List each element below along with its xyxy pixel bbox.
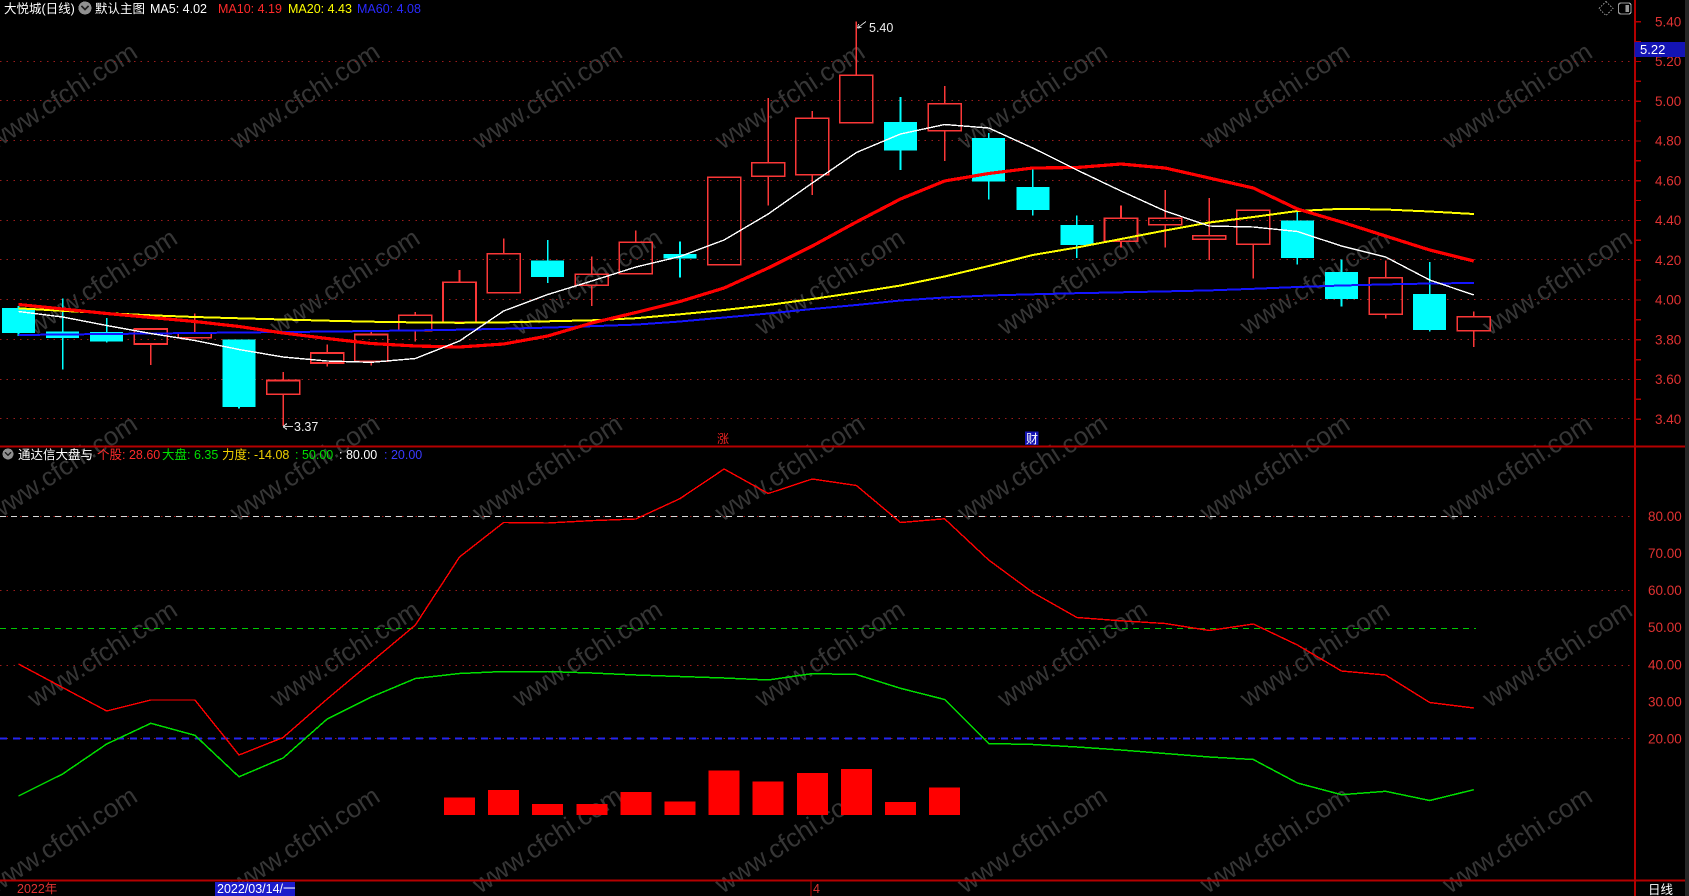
svg-text:4.60: 4.60 <box>1655 173 1681 188</box>
svg-text:30.00: 30.00 <box>1648 695 1682 710</box>
svg-text:MA5: 4.02: MA5: 4.02 <box>150 2 207 16</box>
svg-text:力度: -14.08: 力度: -14.08 <box>222 447 289 462</box>
svg-text:大盘: 6.35: 大盘: 6.35 <box>162 447 218 462</box>
svg-text:MA10: 4.19: MA10: 4.19 <box>218 2 282 16</box>
svg-text:通达信大盘与: 通达信大盘与 <box>18 447 93 462</box>
svg-text:2022年: 2022年 <box>17 882 57 896</box>
svg-text:5.20: 5.20 <box>1655 54 1681 69</box>
svg-text:5.40: 5.40 <box>869 21 893 35</box>
svg-text:3.40: 3.40 <box>1655 412 1681 427</box>
svg-text:3.37: 3.37 <box>294 420 318 434</box>
svg-text:5.22: 5.22 <box>1640 42 1665 57</box>
svg-text:4.00: 4.00 <box>1655 293 1681 308</box>
svg-text:4.40: 4.40 <box>1655 213 1681 228</box>
svg-text:个股: 28.60: 个股: 28.60 <box>97 448 160 462</box>
svg-text:3.60: 3.60 <box>1655 372 1681 387</box>
svg-text:2022/03/14/一: 2022/03/14/一 <box>217 882 296 896</box>
svg-text:5.40: 5.40 <box>1655 14 1681 29</box>
svg-text:4.20: 4.20 <box>1655 253 1681 268</box>
svg-text:: 20.00: : 20.00 <box>384 448 422 462</box>
svg-text:70.00: 70.00 <box>1648 546 1682 561</box>
svg-text:财: 财 <box>1026 432 1038 446</box>
svg-text:4.80: 4.80 <box>1655 134 1681 149</box>
svg-text:默认主图: 默认主图 <box>95 1 145 16</box>
svg-text:60.00: 60.00 <box>1648 583 1682 598</box>
svg-text:3.80: 3.80 <box>1655 333 1681 348</box>
svg-text:: 50.00: : 50.00 <box>295 448 333 462</box>
svg-text:MA20: 4.43: MA20: 4.43 <box>288 2 352 16</box>
svg-text:5.00: 5.00 <box>1655 94 1681 109</box>
svg-text:4: 4 <box>813 882 820 896</box>
svg-text:: 80.00: : 80.00 <box>339 448 377 462</box>
svg-text:MA60: 4.08: MA60: 4.08 <box>357 2 421 16</box>
svg-text:40.00: 40.00 <box>1648 657 1682 672</box>
svg-text:大悦城(日线): 大悦城(日线) <box>4 2 75 16</box>
svg-text:20.00: 20.00 <box>1648 732 1682 747</box>
svg-text:80.00: 80.00 <box>1648 509 1682 524</box>
svg-text:涨: 涨 <box>717 431 729 446</box>
svg-text:50.00: 50.00 <box>1648 620 1682 635</box>
svg-text:日线: 日线 <box>1648 883 1674 896</box>
